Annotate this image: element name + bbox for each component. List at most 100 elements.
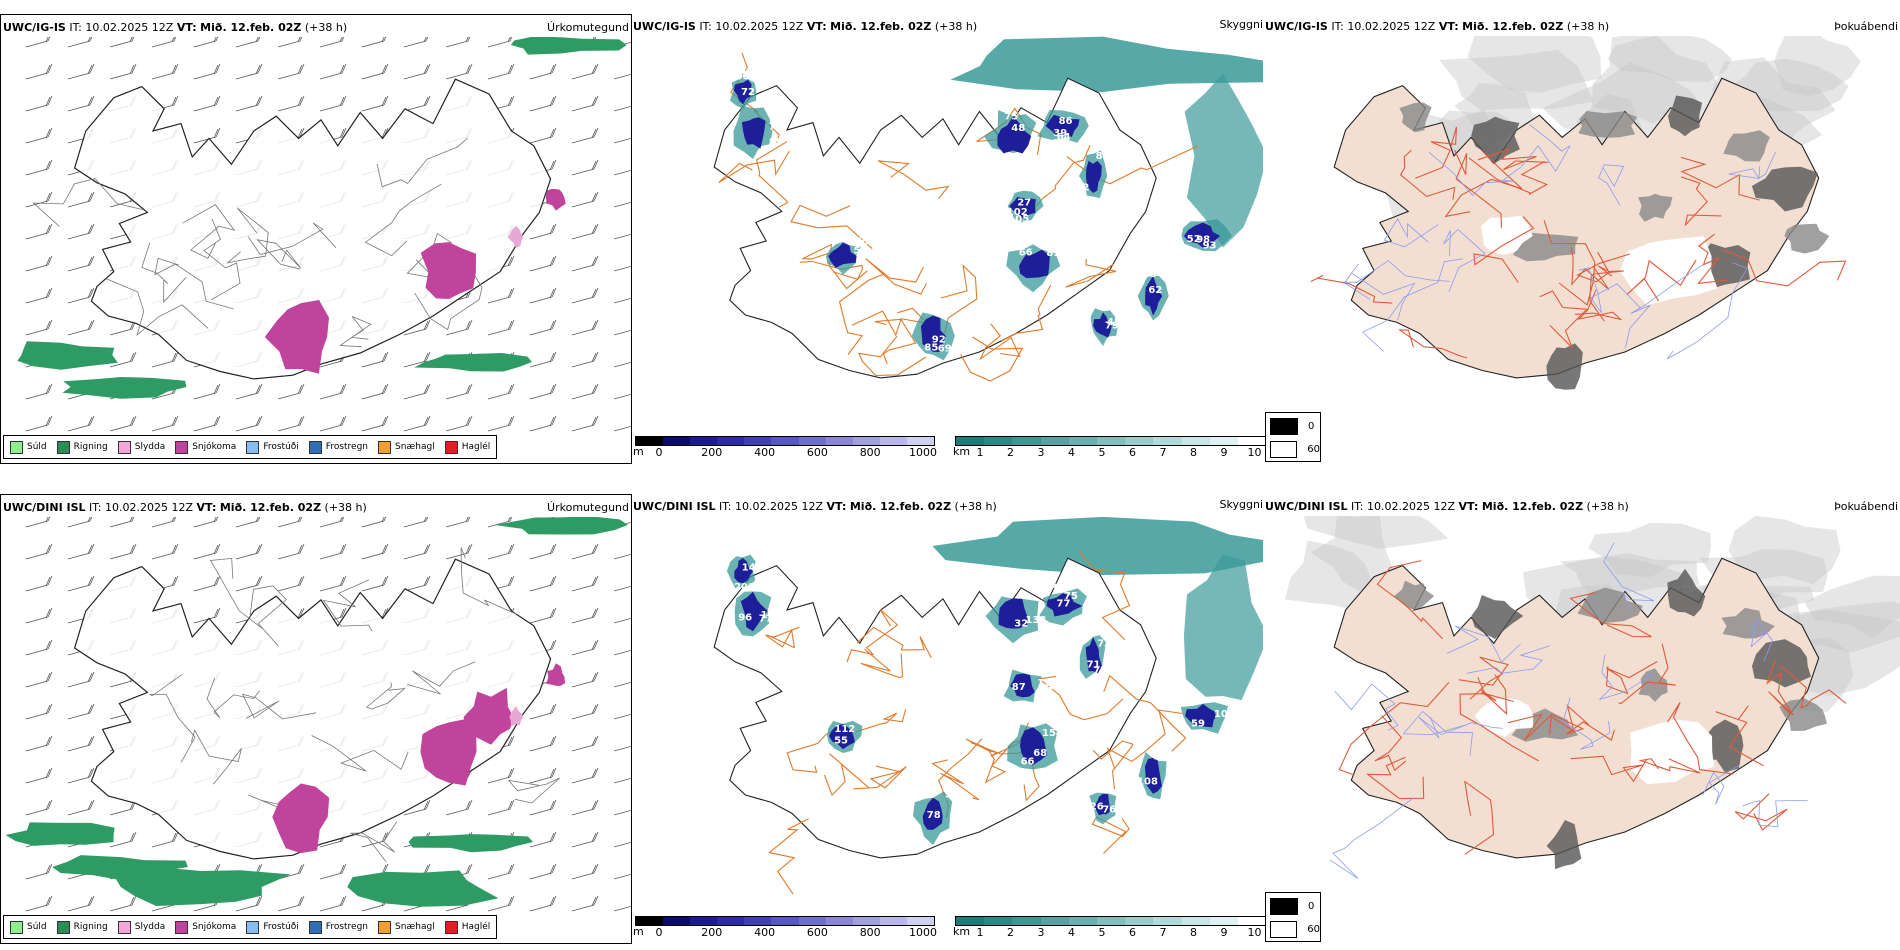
road-line: [960, 336, 1024, 382]
cloud-base-label: 89: [1046, 248, 1060, 259]
wind-barb: [67, 319, 95, 336]
ceiling-colorbar-ticks: 0 200 400 600 800 1000: [635, 926, 938, 940]
wind-barb: [613, 905, 631, 912]
wind-barb: [67, 287, 95, 304]
wind-barb: [151, 37, 177, 48]
wind-barb: [361, 37, 387, 48]
cloud-base-label: 12: [1075, 182, 1089, 193]
glacier-area: [1481, 215, 1533, 255]
colorbar-cell: [1153, 917, 1182, 925]
colorbar-cell: [984, 917, 1013, 925]
wind-barb: [361, 383, 389, 400]
snow-area: [546, 663, 565, 686]
road-line: [1103, 674, 1187, 752]
road-line: [786, 728, 836, 773]
road-line: [1680, 176, 1722, 227]
road-line: [1722, 249, 1847, 287]
cloud-base-label: 148: [742, 563, 763, 574]
fog-shade: [1723, 130, 1770, 162]
road-line: [931, 759, 980, 801]
cloud-base-label: 59: [761, 578, 775, 589]
wind-barb: [529, 799, 557, 816]
glacier-area: [1630, 719, 1714, 785]
wind-barb: [571, 159, 599, 176]
colorbar-tick: 4: [1067, 446, 1075, 459]
cloud-base-area: [828, 724, 855, 750]
wind-barb: [403, 543, 431, 560]
wind-barb: [487, 319, 515, 336]
precip-legend: Súld Rigning Slydda Snjókoma Frostúði Frostre…: [3, 915, 498, 939]
legend-swatch: [308, 440, 322, 454]
wind-barb: [613, 265, 631, 272]
panel-title: UWC/DINI ISL IT: 10.02.2025 12Z VT: Mið.…: [633, 500, 997, 513]
colorbar-cell: [1040, 917, 1069, 925]
low-vis-area: [950, 36, 1263, 92]
wind-barb: [151, 415, 179, 432]
road-line: [1742, 800, 1808, 828]
road-line: [865, 258, 927, 295]
iceland-outline: [73, 78, 552, 380]
colorbar-tick: 6: [1128, 446, 1136, 459]
legend-label: Haglél: [461, 922, 491, 932]
road-line: [1473, 216, 1535, 283]
fog-shade: [1577, 587, 1643, 624]
colorbar-cell: [1181, 917, 1210, 925]
wind-barb: [529, 831, 557, 848]
road-line: [350, 821, 398, 863]
fog-legend: 0 60: [1265, 412, 1321, 462]
wind-barb: [25, 319, 53, 336]
cloud-base-label: 32: [1014, 619, 1028, 630]
cloud-base-label: 103: [1214, 709, 1235, 720]
road-line: [1310, 274, 1393, 304]
legend-item-haglél: Haglél: [444, 440, 490, 454]
cloud-base-label: 87: [1096, 151, 1110, 162]
legend-label: Snjókoma: [192, 922, 237, 932]
legend-item-snæhagl: Snæhagl: [378, 440, 435, 454]
wind-barb: [235, 37, 261, 48]
cloud-base-label: 27: [1017, 197, 1031, 208]
cloud-base-area: [740, 591, 768, 632]
wind-barb: [445, 37, 471, 48]
wind-barb: [529, 351, 557, 368]
road-line: [1477, 148, 1549, 171]
wind-barb: [235, 63, 263, 80]
wind-barb: [109, 63, 137, 80]
colorbar-cell: [1153, 437, 1182, 445]
road-line: [241, 693, 317, 720]
road-line: [856, 626, 932, 659]
fog-map: [1310, 36, 1861, 390]
wind-barb: [25, 127, 53, 144]
snow-area: [545, 188, 566, 211]
wind-barb: [109, 517, 135, 528]
wind-barb: [571, 607, 599, 624]
cloud-base-label: 75: [1064, 591, 1078, 602]
wind-barb: [487, 383, 515, 400]
wind-barb: [25, 863, 53, 880]
cloud-base-area: [922, 797, 943, 830]
wind-barb: [487, 37, 513, 48]
visibility-map: 53 74 86 67 102 66 45 85 98 86 70 75 100 72 64 87 105 89 9…: [713, 36, 1263, 382]
wind-barb: [529, 575, 557, 592]
wind-barb: [193, 63, 221, 80]
colorbar-cell: [825, 437, 853, 445]
rain-area: [414, 353, 532, 372]
wind-barb: [25, 383, 53, 400]
wind-barb: [529, 895, 557, 912]
road-line: [226, 207, 269, 264]
wind-barb: [403, 63, 431, 80]
wind-barb: [613, 873, 631, 880]
rain-area: [510, 37, 627, 55]
road-line: [1468, 157, 1548, 195]
panel-title: UWC/DINI ISL IT: 10.02.2025 12Z VT: Mið.…: [3, 501, 367, 514]
visibility-colorbar: km 1 2 3 4 5 6 7 8 9 10: [953, 916, 1267, 940]
fog-legend: 0 60: [1265, 892, 1321, 942]
colorbar-tick: 9: [1220, 446, 1228, 459]
wind-barb: [67, 671, 95, 688]
colorbar-cell: [717, 437, 745, 445]
cloud-base-label: 92: [932, 335, 946, 346]
road-line: [322, 579, 373, 632]
wind-barb: [319, 517, 345, 528]
legend-swatch: [246, 920, 260, 934]
wind-barb: [613, 713, 631, 720]
wind-barb: [571, 415, 599, 432]
